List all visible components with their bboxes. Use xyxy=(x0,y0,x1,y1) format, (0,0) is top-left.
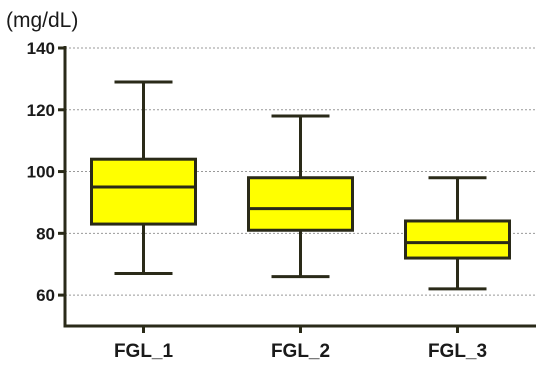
y-tick-label: 60 xyxy=(36,286,55,305)
x-category-label: FGL_2 xyxy=(271,341,330,362)
x-categories: FGL_1 FGL_2 FGL_3 xyxy=(114,326,487,362)
y-tick-label: 100 xyxy=(27,163,55,182)
y-tick-label: 140 xyxy=(27,39,55,58)
box-FGL_2 xyxy=(247,114,354,279)
y-ticks: 60 80 100 120 140 xyxy=(27,39,65,305)
box-FGL_3 xyxy=(404,176,511,291)
y-axis-unit-label: (mg/dL) xyxy=(6,9,78,32)
iqr-box xyxy=(90,157,197,226)
boxes-group xyxy=(90,80,511,291)
box-FGL_1 xyxy=(90,80,197,275)
x-category-label: FGL_1 xyxy=(114,341,174,362)
y-tick-label: 80 xyxy=(36,224,55,243)
x-category-label: FGL_3 xyxy=(428,341,487,362)
iqr-box xyxy=(247,176,354,232)
y-tick-label: 120 xyxy=(27,101,55,120)
iqr-box xyxy=(404,219,511,260)
